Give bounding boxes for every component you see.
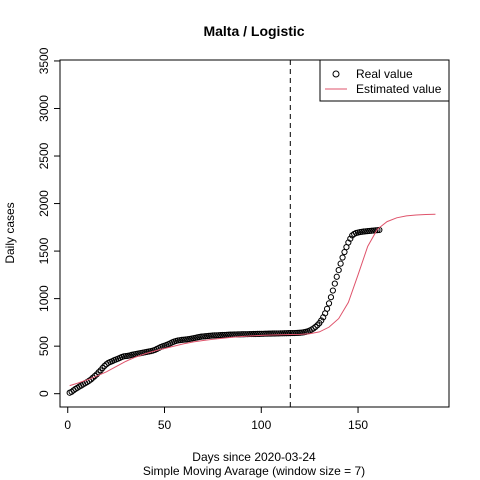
real-value-point bbox=[294, 329, 302, 336]
real-value-point bbox=[279, 330, 286, 337]
legend-marker-real bbox=[332, 70, 340, 78]
x-tick-label: 100 bbox=[251, 418, 271, 432]
real-value-point bbox=[347, 235, 354, 242]
real-value-point bbox=[217, 332, 224, 339]
real-value-point bbox=[271, 330, 278, 337]
real-value-point bbox=[341, 248, 348, 256]
real-value-point bbox=[281, 330, 288, 337]
real-value-point bbox=[273, 330, 280, 337]
y-axis-label: Daily cases bbox=[3, 202, 17, 263]
y-tick-label: 1000 bbox=[37, 285, 51, 312]
real-value-point bbox=[333, 273, 340, 280]
real-value-point bbox=[287, 330, 294, 337]
real-value-point bbox=[215, 332, 222, 339]
real-value-point bbox=[252, 330, 259, 338]
legend-label-real: Real value bbox=[356, 67, 413, 81]
x-axis-label: Days since 2020-03-24 bbox=[192, 450, 316, 464]
real-value-point bbox=[269, 330, 276, 337]
real-value-point bbox=[254, 330, 261, 337]
real-value-point bbox=[339, 254, 346, 261]
real-value-point bbox=[325, 300, 333, 307]
y-tick-label: 3000 bbox=[37, 95, 51, 122]
real-value-point bbox=[329, 287, 336, 294]
real-value-point bbox=[213, 332, 220, 339]
real-value-point bbox=[331, 280, 338, 287]
real-value-point bbox=[285, 330, 292, 337]
real-value-point bbox=[248, 330, 255, 338]
real-value-point bbox=[323, 305, 331, 312]
real-value-point bbox=[246, 330, 253, 338]
real-value-point bbox=[283, 330, 290, 337]
real-value-point bbox=[293, 329, 300, 337]
real-value-point bbox=[263, 330, 271, 337]
legend-label-estimated: Estimated value bbox=[356, 82, 442, 96]
real-value-point bbox=[250, 330, 257, 338]
real-value-point bbox=[101, 362, 108, 370]
real-value-point bbox=[244, 331, 251, 338]
real-value-point bbox=[258, 330, 265, 337]
real-value-point bbox=[289, 329, 296, 337]
real-value-point bbox=[262, 330, 269, 337]
real-value-point bbox=[209, 332, 216, 339]
real-value-point bbox=[260, 330, 267, 337]
real-value-point bbox=[211, 332, 218, 339]
y-tick-label: 1500 bbox=[37, 237, 51, 264]
real-value-point bbox=[219, 331, 226, 339]
legend-box bbox=[319, 59, 450, 102]
chart-title: Malta / Logistic bbox=[203, 23, 304, 39]
y-tick-label: 2500 bbox=[37, 142, 51, 169]
real-value-point bbox=[275, 330, 282, 337]
series-real-value bbox=[66, 226, 383, 396]
y-axis: 0 500 1000 1500 2000 2500 3000 3500 bbox=[37, 47, 60, 397]
legend: Real value Estimated value bbox=[319, 59, 450, 102]
real-value-point bbox=[327, 294, 335, 301]
real-value-point bbox=[291, 329, 298, 337]
x-axis: 0 50 100 150 bbox=[64, 407, 368, 432]
series-estimated-value bbox=[69, 213, 436, 387]
y-tick-label: 2000 bbox=[37, 190, 51, 217]
x-tick-label: 0 bbox=[64, 418, 71, 432]
x-axis-subtitle: Simple Moving Avarage (window size = 7) bbox=[143, 464, 365, 478]
y-tick-label: 0 bbox=[37, 390, 51, 397]
real-value-point bbox=[256, 330, 263, 337]
plot-frame bbox=[59, 59, 450, 408]
real-value-point bbox=[318, 317, 325, 324]
x-tick-label: 50 bbox=[158, 418, 172, 432]
real-value-point bbox=[267, 330, 275, 337]
y-tick-label: 3500 bbox=[37, 47, 51, 74]
real-value-point bbox=[312, 323, 319, 331]
real-value-point bbox=[89, 374, 97, 381]
y-tick-label: 500 bbox=[37, 336, 51, 356]
real-value-point bbox=[335, 267, 342, 274]
x-tick-label: 150 bbox=[348, 418, 368, 432]
real-value-point bbox=[277, 330, 284, 337]
real-value-point bbox=[337, 260, 344, 267]
real-value-point bbox=[265, 330, 273, 337]
real-value-point bbox=[221, 331, 228, 339]
